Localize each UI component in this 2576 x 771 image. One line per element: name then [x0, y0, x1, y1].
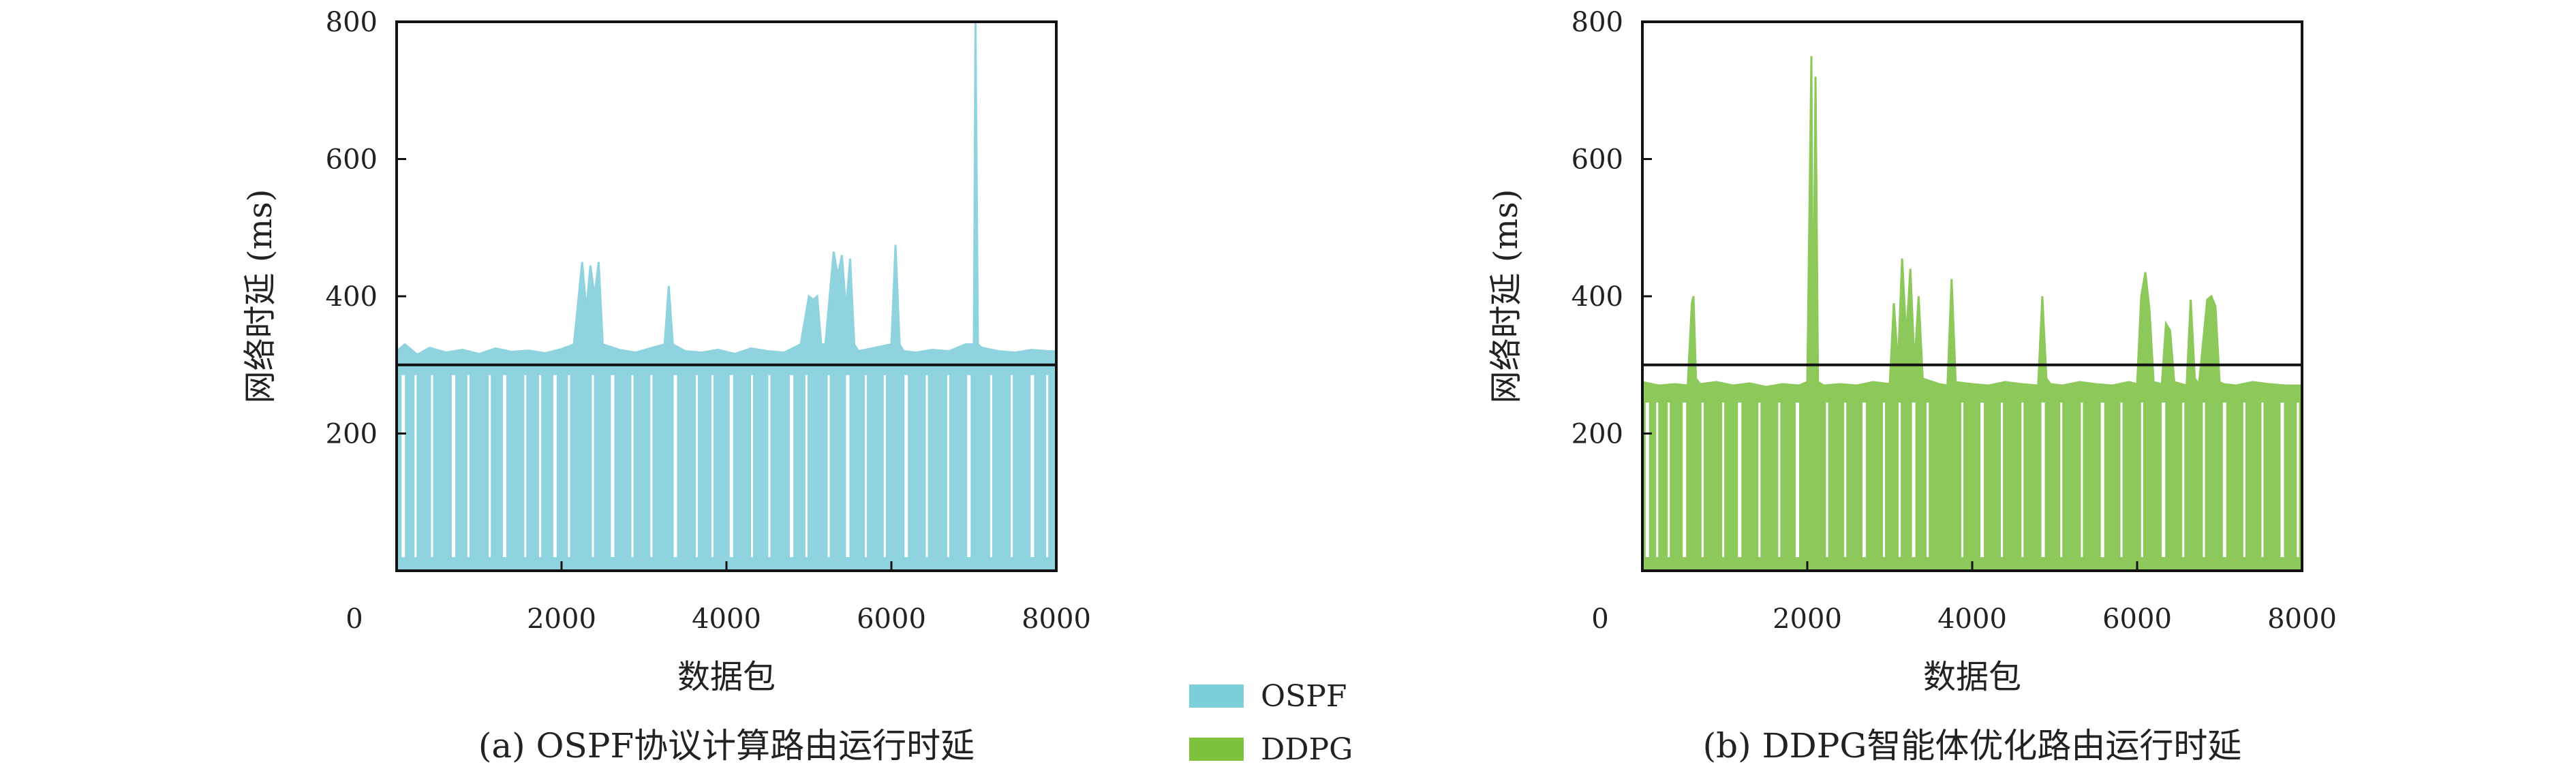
- area-base: [397, 361, 1056, 571]
- series-line: [1642, 56, 2302, 388]
- x-axis-label: 数据包: [677, 658, 776, 696]
- y-tick-label: 600: [326, 144, 378, 176]
- legend-swatch: [1189, 738, 1244, 761]
- x-tick-label: 6000: [2102, 603, 2172, 635]
- y-tick-label: 200: [1571, 419, 1623, 450]
- ddpg-area-marks: [1642, 56, 2302, 571]
- origin-label: 0: [346, 603, 363, 635]
- y-ticks: 200 400 600 800: [1571, 7, 1652, 450]
- legend-item-ddpg: DDPG: [1189, 732, 1353, 767]
- y-tick-label: 800: [1571, 7, 1623, 38]
- chart-caption: (a) OSPF协议计算路由运行时延: [478, 726, 975, 766]
- x-ticks: 2000 4000 6000 8000: [1773, 561, 2337, 635]
- x-tick-label: 2000: [527, 603, 596, 635]
- x-tick-label: 6000: [857, 603, 926, 635]
- y-tick-label: 400: [1571, 281, 1623, 313]
- legend-label: DDPG: [1261, 732, 1353, 767]
- x-tick-label: 4000: [1937, 603, 2007, 635]
- y-tick-label: 600: [1571, 144, 1623, 176]
- chart-caption: (b) DDPG智能体优化路由运行时延: [1703, 726, 2242, 766]
- series-line: [397, 22, 1056, 356]
- area-base: [1642, 389, 2302, 571]
- x-tick-label: 8000: [1022, 603, 1091, 635]
- origin-label: 0: [1591, 603, 1608, 635]
- y-tick-label: 800: [326, 7, 378, 38]
- y-axis-label: 网络时延 (ms): [1487, 189, 1525, 404]
- x-axis-label: 数据包: [1923, 658, 2021, 696]
- series-area: [397, 22, 1056, 362]
- y-ticks: 200 400 600 800: [326, 7, 406, 450]
- y-tick-label: 400: [326, 281, 378, 313]
- x-tick-label: 2000: [1773, 603, 1842, 635]
- x-tick-label: 4000: [692, 603, 761, 635]
- y-axis-label: 网络时延 (ms): [241, 189, 279, 404]
- ospf-area-marks: [397, 22, 1056, 571]
- legend-item-ospf: OSPF: [1189, 679, 1347, 714]
- legend-label: OSPF: [1261, 679, 1347, 714]
- x-tick-label: 8000: [2267, 603, 2337, 635]
- chart-panel-ddpg: 2000 4000 6000 8000 200 400 600 800 0 数据包 网络时延…: [1487, 7, 2337, 766]
- y-tick-label: 200: [326, 419, 378, 450]
- legend: OSPF DDPG: [1189, 679, 1353, 767]
- chart-panel-ospf: 2000 4000 6000 8000 200 400 600 800 0 数据包 网络时延…: [241, 7, 1091, 766]
- legend-swatch: [1189, 685, 1244, 708]
- x-ticks: 2000 4000 6000 8000: [527, 561, 1091, 635]
